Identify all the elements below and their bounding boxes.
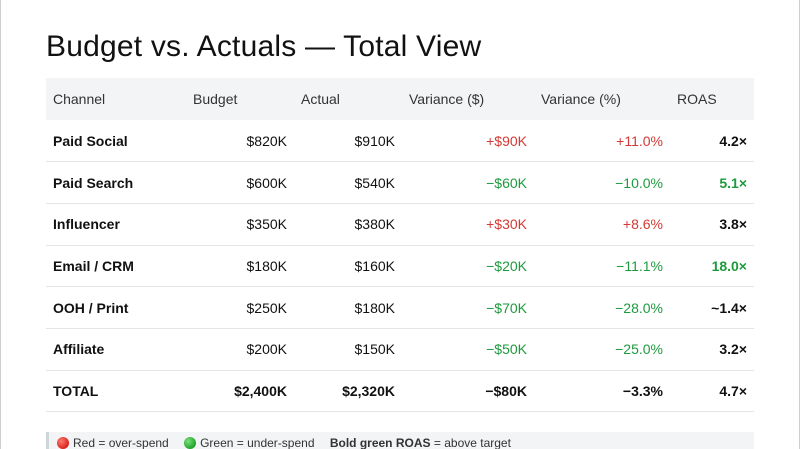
budget-table: Channel Budget Actual Variance ($) Varia… xyxy=(46,78,754,412)
green-dot-icon xyxy=(184,437,197,449)
cell-budget: $820K xyxy=(246,132,287,149)
cell-budget: $180K xyxy=(246,257,287,274)
cell-actual: $160K xyxy=(354,257,395,274)
cell-budget: $250K xyxy=(246,299,287,316)
cell-actual: $150K xyxy=(354,341,395,358)
header-channel: Channel xyxy=(53,91,106,107)
cell-roas: 3.8× xyxy=(719,216,747,233)
cell-channel: OOH / Print xyxy=(53,299,129,316)
legend-roas-target: Bold green ROAS = above target xyxy=(330,436,511,449)
cell-actual: $380K xyxy=(354,216,395,233)
header-budget: Budget xyxy=(193,91,238,107)
table-row: Influencer $350K $380K +$30K +8.6% 3.8× xyxy=(46,203,754,246)
total-channel: TOTAL xyxy=(53,382,99,399)
cell-variance-pct: +11.0% xyxy=(616,132,663,149)
cell-variance-usd: −$50K xyxy=(486,341,527,358)
cell-actual: $540K xyxy=(354,174,395,191)
legend: Red = over-spend Green = under-spend Bol… xyxy=(46,432,754,449)
total-variance-usd: −$80K xyxy=(485,382,527,399)
page-title: Budget vs. Actuals — Total View xyxy=(46,30,482,63)
cell-channel: Email / CRM xyxy=(53,257,134,274)
table-total-row: TOTAL $2,400K $2,320K −$80K −3.3% 4.7× xyxy=(46,370,754,412)
legend-red-label: Red = over-spend xyxy=(73,436,169,449)
cell-budget: $600K xyxy=(246,174,287,191)
header-variance-usd: Variance ($) xyxy=(409,91,485,107)
cell-roas: 5.1× xyxy=(719,174,747,191)
red-dot-icon xyxy=(57,437,69,449)
cell-actual: $180K xyxy=(354,299,395,316)
cell-roas: 18.0× xyxy=(711,257,747,274)
cell-variance-usd: −$60K xyxy=(486,174,527,191)
legend-green-label: Green = under-spend xyxy=(200,436,315,449)
cell-variance-pct: +8.6% xyxy=(622,216,663,233)
cell-roas: ~1.4× xyxy=(711,299,747,316)
header-variance-pct: Variance (%) xyxy=(541,91,621,107)
table-header-row: Channel Budget Actual Variance ($) Varia… xyxy=(46,78,754,120)
table-row: Affiliate $200K $150K −$50K −25.0% 3.2× xyxy=(46,328,754,371)
total-actual: $2,320K xyxy=(342,382,395,399)
cell-budget: $350K xyxy=(246,216,287,233)
cell-variance-usd: −$70K xyxy=(486,299,527,316)
total-roas: 4.7× xyxy=(719,382,747,399)
cell-roas: 3.2× xyxy=(719,341,747,358)
cell-roas: 4.2× xyxy=(719,132,747,149)
cell-variance-pct: −25.0% xyxy=(615,341,663,358)
total-variance-pct: −3.3% xyxy=(622,382,663,399)
table-row: Paid Search $600K $540K −$60K −10.0% 5.1× xyxy=(46,162,754,204)
table-row: Email / CRM $180K $160K −$20K −11.1% 18.0× xyxy=(46,245,754,287)
cell-channel: Affiliate xyxy=(53,341,105,358)
legend-over-spend: Red = over-spend xyxy=(57,436,169,449)
cell-variance-usd: +$90K xyxy=(486,132,527,149)
cell-variance-pct: −28.0% xyxy=(615,299,663,316)
legend-bold-label: Bold green ROAS xyxy=(329,436,431,449)
cell-actual: $910K xyxy=(354,132,395,149)
table-body: Paid Social $820K $910K +$90K +11.0% 4.2× Paid… xyxy=(46,120,754,412)
cell-channel: Influencer xyxy=(53,216,120,233)
header-actual: Actual xyxy=(301,91,340,107)
cell-variance-pct: −11.1% xyxy=(616,257,663,274)
cell-variance-usd: +$30K xyxy=(486,216,527,233)
cell-budget: $200K xyxy=(246,341,287,358)
table-row: OOH / Print $250K $180K −$70K −28.0% ~1.4× xyxy=(46,287,754,329)
cell-channel: Paid Social xyxy=(53,132,128,149)
cell-channel: Paid Search xyxy=(53,174,134,191)
legend-under-spend: Green = under-spend xyxy=(184,436,315,449)
legend-bold-suffix: = above target xyxy=(433,436,511,449)
cell-variance-usd: −$20K xyxy=(486,257,527,274)
table-row: Paid Social $820K $910K +$90K +11.0% 4.2× xyxy=(46,120,754,162)
cell-variance-pct: −10.0% xyxy=(615,174,663,191)
header-roas: ROAS xyxy=(677,91,717,107)
total-budget: $2,400K xyxy=(234,382,287,399)
